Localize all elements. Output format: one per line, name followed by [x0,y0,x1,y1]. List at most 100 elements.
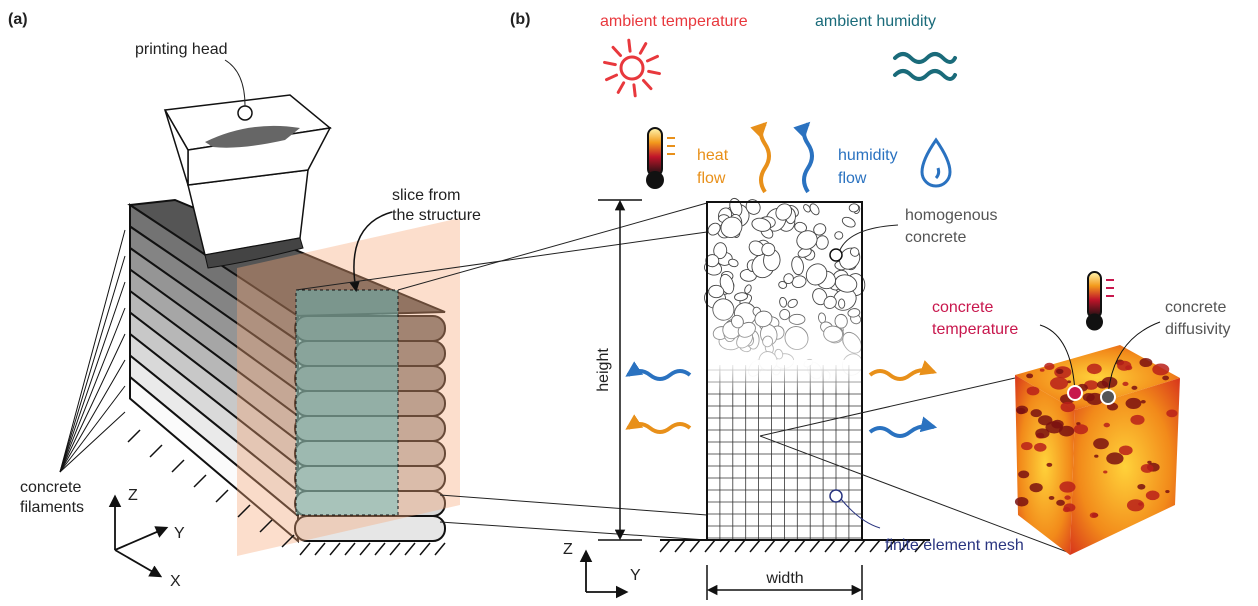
hatch [855,540,865,552]
pore [1131,386,1137,390]
hatch [675,540,685,552]
panel-label: (b) [510,11,530,28]
hatch [345,543,355,555]
label-line: homogenous [905,207,998,224]
axis-label: Z [563,541,573,558]
heat-flow-arrow [870,370,934,379]
pore [1059,481,1075,492]
humidity-flow-arrow [870,426,934,436]
sun-ray [607,75,617,80]
pore [1035,428,1049,438]
pore [1130,415,1144,425]
hatch [194,475,206,487]
concrete-temperature-label: concretetemperature [932,299,1018,338]
height-label: height [595,348,612,392]
pore [1090,512,1098,518]
leader-line [60,308,125,472]
pore [1046,463,1052,467]
pore [1061,402,1076,412]
humidity-flow-label: humidityflow [838,147,898,187]
homogenous-concrete-label: homogenous concrete [905,207,998,246]
hatch [750,540,760,552]
fade [707,202,862,382]
drop-icon [922,140,950,186]
pore [1049,496,1055,500]
hatch [315,543,325,555]
pore [1165,490,1169,493]
marker-dot [830,249,842,261]
hatch [795,540,805,552]
label-line: concrete [905,229,966,246]
leader-line [60,230,125,472]
humidity-flow-arrow [628,371,690,379]
pore [1094,455,1098,458]
axis-label: Y [174,525,185,542]
pore [1056,500,1065,506]
sun-ray [613,47,620,55]
hatch [735,540,745,552]
hatch [360,543,370,555]
pore [1044,363,1054,370]
label-line: heat [697,147,729,164]
sun-ray [618,83,623,93]
hatch [810,540,820,552]
humidity-flow-arrow [804,124,812,192]
hatch [172,460,184,472]
pore [1166,409,1177,417]
heat-flow-arrow [628,424,690,432]
finite-element-mesh-label: finite element mesh [885,537,1024,554]
pore [1138,502,1143,505]
hatch [435,543,445,555]
sun-ray [640,44,645,54]
pore [1162,376,1169,381]
hatch [720,540,730,552]
label-line: concrete [1165,299,1226,316]
pore [1141,400,1146,403]
leader-line [60,256,125,472]
leader-line [60,386,125,472]
pore [1040,368,1045,371]
pore [1031,409,1042,417]
thermometer-icon [1086,272,1114,331]
hatch [405,543,415,555]
pore [1147,461,1151,464]
ambient-temperature-label: ambient temperature [600,13,748,30]
pore [1051,420,1063,429]
pore [1034,443,1047,452]
pore [1104,423,1110,428]
pore [1106,452,1123,464]
pore [1146,491,1160,501]
pore [1074,424,1088,434]
pore [1015,497,1029,506]
slice-label: slice fromthe structure [392,187,481,224]
pore [1064,495,1070,499]
pore [1103,470,1107,473]
hatch [660,540,670,552]
hatch [216,490,228,502]
hatch [390,543,400,555]
hatch [330,543,340,555]
hatch [300,543,310,555]
heat-flow-label: heatflow [697,147,729,187]
pore [1030,483,1043,492]
label-line: diffusivity [1165,321,1231,338]
pore [1016,406,1028,414]
pore [1027,387,1040,396]
leader-line [841,499,880,528]
label-line: the structure [392,207,481,224]
pore [1038,415,1052,425]
label-line: concrete [20,479,81,496]
filament-leaders [60,230,125,472]
hatch [705,540,715,552]
pore [1050,377,1068,390]
concrete-diffusivity-label: concrete diffusivity [1165,299,1231,338]
slice-section [296,290,398,515]
pore [1083,393,1095,401]
sun-ray [649,71,660,73]
hatch [150,445,162,457]
pore [1018,471,1029,479]
label-line: flow [838,170,867,187]
axis-label: X [170,573,181,590]
sun-ray [629,40,630,51]
pore [1126,398,1142,409]
